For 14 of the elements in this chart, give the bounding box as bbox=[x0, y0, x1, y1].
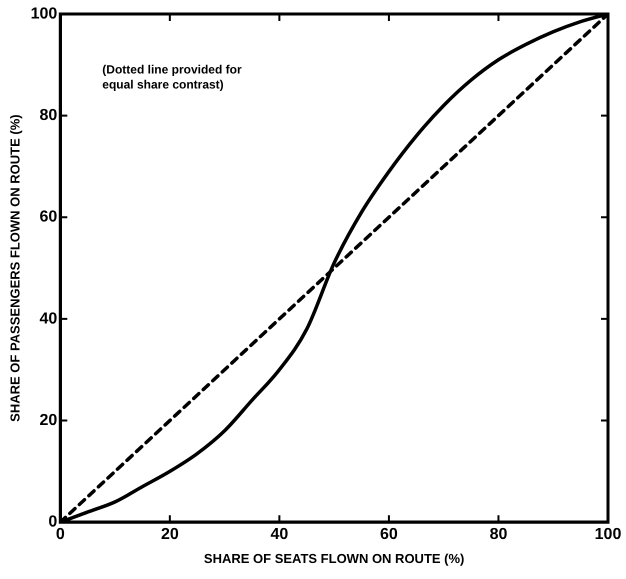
y-tick-label: 100 bbox=[30, 5, 58, 22]
x-tick-label: 40 bbox=[270, 526, 288, 544]
y-tick-label: 20 bbox=[40, 412, 58, 429]
x-axis-title: SHARE OF SEATS FLOWN ON ROUTE (%) bbox=[204, 550, 464, 566]
y-tick-label: 80 bbox=[40, 107, 58, 124]
y-tick-label: 40 bbox=[40, 310, 58, 328]
x-tick-label: 20 bbox=[160, 526, 179, 544]
y-axis-title: SHARE OF PASSENGERS FLOWN ON ROUTE (%) bbox=[7, 114, 22, 422]
y-tick-label: 0 bbox=[48, 514, 58, 531]
annotation: (Dotted line provided for equal share contrast) bbox=[102, 62, 242, 92]
x-tick-label: 100 bbox=[594, 526, 622, 544]
x-tick-label: 80 bbox=[490, 526, 508, 544]
x-tick-label: 60 bbox=[380, 526, 398, 544]
y-tick-label: 60 bbox=[40, 208, 58, 226]
